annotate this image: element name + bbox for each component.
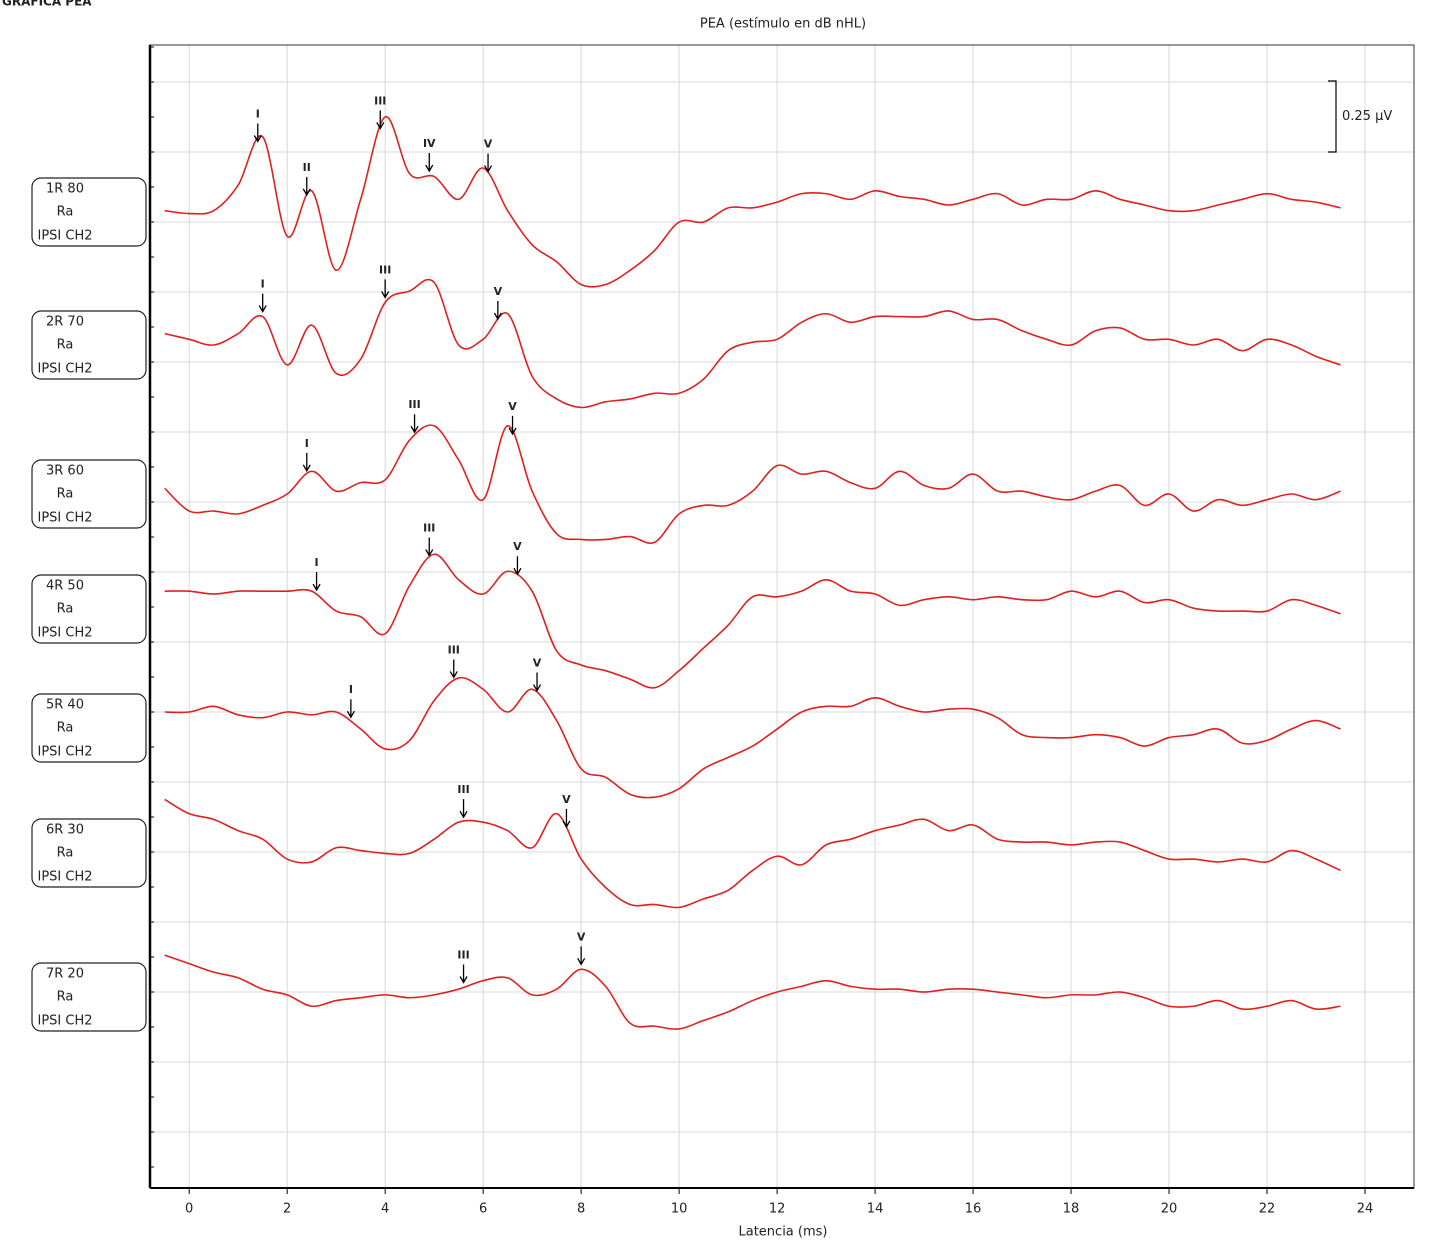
x-tick-label: 14 [867, 1202, 884, 1217]
trace-label-box [31, 693, 147, 763]
trace-side: Ra [57, 205, 74, 220]
trace-channel: IPSI CH2 [37, 1014, 92, 1029]
peak-label: V [513, 540, 522, 553]
peak-arrow [346, 699, 355, 719]
trace-line [164, 954, 1341, 1030]
peak-arrow [425, 153, 434, 173]
trace-side: Ra [57, 338, 74, 353]
x-tick-label: 20 [1161, 1202, 1178, 1217]
x-tick-label: 6 [479, 1202, 487, 1217]
peak-arrow [410, 414, 419, 434]
peak-label: III [408, 398, 420, 411]
trace-name: 1R 80 [46, 182, 84, 197]
peak-label: I [261, 278, 265, 291]
trace-side: Ra [57, 846, 74, 861]
trace-name: 4R 50 [46, 579, 84, 594]
x-tick-label: 8 [577, 1202, 585, 1217]
trace-name: 6R 30 [46, 823, 84, 838]
x-tick-label: 2 [283, 1202, 291, 1217]
peak-arrow [253, 123, 262, 143]
trace-line [164, 798, 1341, 909]
peak-arrow [483, 153, 493, 173]
x-tick-label: 10 [671, 1202, 688, 1217]
x-tick-label: 4 [381, 1202, 389, 1217]
trace-label-box [31, 310, 147, 380]
trace-line [164, 424, 1341, 544]
peak-label: V [508, 400, 517, 413]
trace-channel: IPSI CH2 [37, 626, 92, 641]
peak-label: III [457, 783, 469, 796]
scale-bar [1328, 80, 1337, 153]
peak-arrow [508, 415, 517, 436]
peak-label: III [374, 94, 386, 107]
trace-side: Ra [57, 990, 74, 1005]
trace-channel: IPSI CH2 [37, 511, 92, 526]
peak-label: V [562, 793, 571, 806]
trace-name: 2R 70 [46, 315, 84, 330]
x-tick-label: 22 [1259, 1202, 1276, 1217]
peak-label: I [256, 107, 260, 120]
peak-arrow [562, 808, 571, 829]
trace-name: 3R 60 [46, 464, 84, 479]
peak-arrow [577, 946, 586, 966]
peak-label: I [349, 683, 353, 696]
x-tick-label: 12 [769, 1202, 786, 1217]
peak-arrow [493, 300, 502, 321]
peak-arrow [381, 279, 390, 299]
peak-label: III [379, 263, 391, 276]
header: GRÁFICA PEA [2, 0, 92, 9]
trace-channel: IPSI CH2 [37, 229, 92, 244]
peak-label: II [303, 161, 311, 174]
peak-arrow [459, 964, 468, 984]
trace-side: Ra [57, 602, 74, 617]
peak-label: I [315, 556, 319, 569]
x-tick-label: 24 [1357, 1202, 1374, 1217]
trace-side: Ra [57, 721, 74, 736]
peak-arrow [312, 572, 321, 592]
trace-side: Ra [57, 487, 74, 502]
peak-label: V [577, 930, 586, 943]
trace-line [164, 278, 1341, 409]
peak-label: I [305, 437, 309, 450]
scale-bar-label: 0.25 µV [1342, 109, 1392, 124]
trace-channel: IPSI CH2 [37, 870, 92, 885]
peak-arrow [459, 799, 468, 819]
trace-name: 7R 20 [46, 967, 84, 982]
trace-label-box [31, 962, 147, 1032]
trace-label-box [31, 818, 147, 888]
peak-label: V [484, 138, 493, 151]
peak-label: V [494, 285, 503, 298]
peak-label: III [423, 521, 435, 534]
x-tick-label: 16 [965, 1202, 982, 1217]
trace-label-box [31, 459, 147, 529]
trace-label-box [31, 177, 147, 247]
peak-arrow [376, 110, 385, 130]
x-axis-label: Latencia (ms) [739, 1225, 828, 1240]
peak-label: V [533, 657, 542, 670]
trace-channel: IPSI CH2 [37, 745, 92, 760]
peak-arrow [425, 537, 434, 557]
trace-line [164, 676, 1341, 799]
peak-arrow [513, 556, 522, 576]
trace-line [164, 116, 1341, 288]
peak-arrow [449, 659, 458, 679]
peak-arrow [302, 176, 311, 197]
x-tick-label: 0 [185, 1202, 193, 1217]
peak-label: III [457, 948, 469, 961]
chart-title: PEA (estímulo en dB nHL) [700, 17, 866, 32]
x-tick-label: 18 [1063, 1202, 1080, 1217]
trace-label-box [31, 574, 147, 644]
peak-label: III [448, 643, 460, 656]
peak-arrow [532, 672, 542, 692]
trace-channel: IPSI CH2 [37, 362, 92, 377]
peak-label: IV [423, 137, 436, 150]
peak-arrow [302, 452, 311, 473]
trace-name: 5R 40 [46, 698, 84, 713]
trace-line [164, 553, 1341, 689]
peak-arrow [258, 293, 267, 313]
